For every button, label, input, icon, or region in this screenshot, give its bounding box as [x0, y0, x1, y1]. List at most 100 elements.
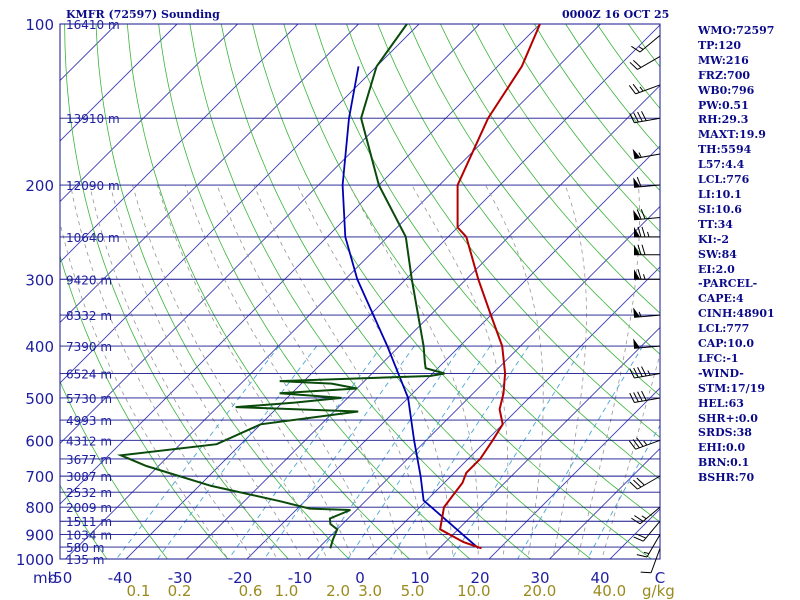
dry-adiabat-line	[785, 24, 800, 570]
temperature-tick-label: 0	[355, 569, 365, 587]
wind-barb-staff	[634, 217, 661, 221]
isotherm-line	[246, 145, 660, 559]
pressure-tick-label: 400	[25, 338, 54, 356]
sounding-index-item: EI:2.0	[698, 262, 735, 276]
sounding-index-item: SW:84	[698, 247, 737, 261]
wind-barb-full	[641, 366, 647, 377]
moist-adiabat-line	[157, 184, 353, 559]
pressure-tick-label: 800	[25, 499, 54, 517]
mixing-ratio-line	[389, 345, 529, 559]
mixing-ratio-tick-label: 0.6	[239, 582, 263, 600]
mixing-ratio-tick-label: 20.0	[523, 582, 556, 600]
moist-adiabat-line	[70, 185, 254, 559]
sounding-index-item: LI:10.1	[698, 187, 742, 201]
moist-adiabat-line	[601, 352, 660, 559]
sounding-index-item: WB0:796	[698, 83, 755, 97]
mixing-ratio-tick-label: 0.1	[127, 582, 151, 600]
dry-adiabat-line	[283, 24, 660, 523]
mixing-ratio-line	[586, 424, 660, 559]
sounding-index-item: STM:17/19	[698, 381, 765, 395]
dry-adiabat-line	[60, 484, 108, 559]
wind-barb-flag	[634, 226, 640, 237]
wind-barb-half	[643, 551, 650, 555]
sounding-index-item: MW:216	[698, 53, 749, 67]
dewpoint-trace	[116, 24, 445, 549]
sounding-index-item: KI:-2	[698, 232, 729, 246]
moist-adiabat-line	[552, 184, 587, 559]
wind-barb-staff	[637, 56, 661, 70]
wind-barb-staff	[635, 84, 661, 95]
dry-adiabat-line	[64, 24, 289, 559]
isotherm-line	[60, 24, 480, 445]
height-label: 2009 m	[66, 501, 112, 515]
wind-barb-half	[643, 274, 646, 280]
moist-adiabat-line	[253, 184, 429, 559]
height-label: 7390 m	[66, 340, 112, 354]
wind-barb-flag	[634, 269, 640, 280]
sounding-index-item: SHR+:0.0	[698, 411, 758, 425]
dry-adiabat-lines	[60, 24, 800, 570]
wind-barb-full	[636, 176, 642, 187]
sounding-index-item: CINH:48901	[698, 307, 775, 321]
temperature-tick-label: 30	[530, 569, 549, 587]
isotherm-line	[367, 266, 660, 559]
height-label: 9420 m	[66, 273, 112, 287]
wind-barb-full	[632, 83, 640, 93]
wind-barb-full	[637, 111, 643, 122]
dry-adiabat-line	[126, 24, 411, 559]
dry-adiabat-line	[60, 380, 168, 559]
wind-barb-staff	[639, 506, 661, 525]
pressure-tick-label: 900	[25, 527, 54, 545]
isotherm-line	[488, 387, 660, 559]
wind-barb-full	[637, 391, 643, 402]
plot-frame	[59, 23, 661, 560]
temperature-tick-label: 20	[470, 569, 489, 587]
sounding-index-item: FRZ:700	[698, 68, 751, 82]
mixing-ratio-line	[517, 345, 644, 559]
sounding-index-item: TH:5594	[698, 143, 752, 157]
temperature-tick-label: -50	[48, 569, 73, 587]
sounding-index-item: LFC:-1	[698, 351, 739, 365]
isotherm-line	[60, 24, 178, 142]
wind-barb-full	[632, 439, 640, 449]
wind-barb-staff	[650, 548, 661, 573]
wind-barbs	[628, 34, 661, 574]
x-axis-label: mb	[33, 569, 57, 587]
wind-barb-staff	[642, 520, 661, 542]
dry-adiabat-line	[95, 24, 350, 559]
mixing-ratio-tick-label: 5.0	[401, 582, 425, 600]
wind-barb-staff	[637, 475, 661, 490]
wind-barb-staff	[634, 372, 661, 379]
sounding-index-item: -WIND-	[698, 366, 744, 380]
isotherm-line	[306, 205, 660, 559]
height-label: 4993 m	[66, 414, 112, 428]
mixing-ratio-unit-label: g/kg	[642, 582, 675, 600]
dry-adiabat-line	[440, 24, 660, 314]
height-label: 5730 m	[66, 392, 112, 406]
height-label: 4312 m	[66, 434, 112, 448]
height-label: 12090 m	[66, 179, 120, 193]
height-label: 3677 m	[66, 453, 112, 467]
wind-barb-full	[633, 367, 639, 378]
mixing-ratio-lines	[115, 345, 660, 559]
wind-barb-half	[643, 440, 648, 446]
wind-barb-full	[633, 536, 644, 542]
moist-adiabat-line	[184, 184, 378, 559]
temperature-tick-label: -20	[228, 569, 253, 587]
wind-barb-half	[638, 311, 642, 317]
wind-barb-full	[640, 208, 646, 220]
sounding-index-item: WMO:72597	[698, 24, 775, 37]
height-label: 6524 m	[66, 367, 112, 381]
pressure-tick-label: 300	[25, 271, 54, 289]
wind-barb-flag	[633, 177, 641, 188]
sounding-index-item: BRN:0.1	[698, 456, 750, 470]
sounding-index-item: BSHR:70	[698, 471, 755, 485]
sounding-index-item: HEL:63	[698, 396, 744, 410]
moist-adiabat-line	[132, 184, 328, 559]
height-label: 16410 m	[66, 18, 120, 32]
station-title: KMFR (72597) Sounding	[66, 8, 220, 21]
wind-barb-half	[641, 515, 647, 520]
wind-barb-staff	[634, 117, 661, 124]
wind-barb-staff	[635, 439, 661, 450]
